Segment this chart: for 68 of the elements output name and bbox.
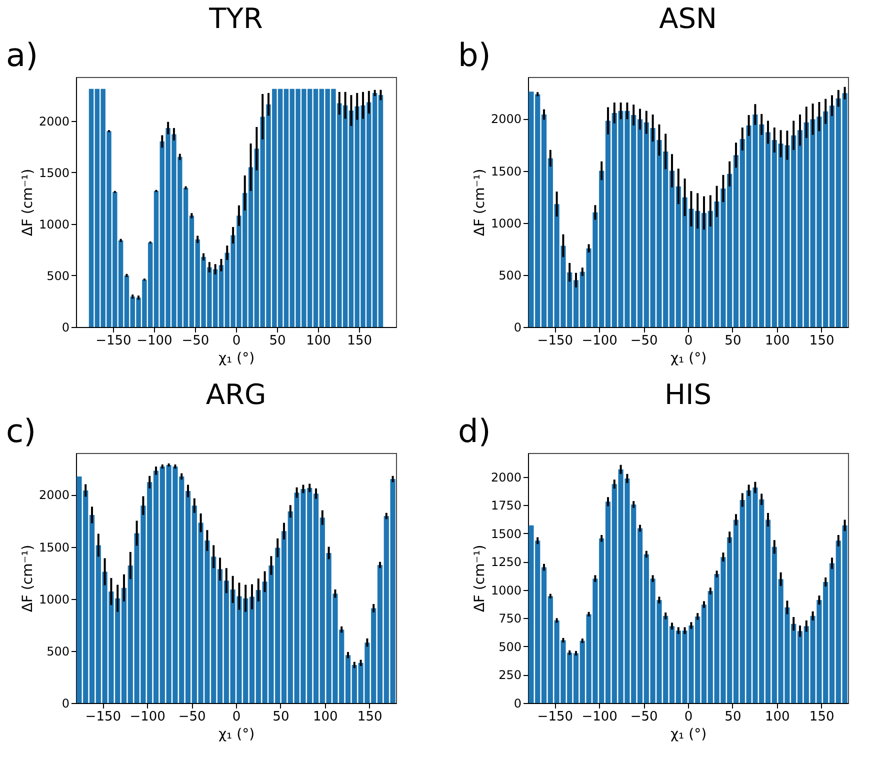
y-tick-label: 1500	[38, 540, 70, 554]
y-tick-label: 250	[498, 668, 522, 682]
y-tick-label: 1000	[38, 592, 70, 606]
x-tick-label: 150	[357, 710, 382, 724]
x-tick-label: −100	[582, 334, 618, 348]
text: a)	[6, 36, 38, 74]
y-tick-label: 1500	[490, 526, 522, 541]
x-tick-label: −50	[178, 710, 206, 724]
x-axis-title: χ₁ (°)	[670, 350, 707, 366]
chart-title: TYR	[208, 2, 263, 35]
y-tick-label: 500	[46, 268, 70, 283]
chart-title: ARG	[206, 378, 266, 411]
x-tick-label: −150	[537, 710, 574, 724]
y-tick-label: 500	[498, 640, 522, 654]
y-tick-label: 2000	[38, 114, 70, 128]
x-tick-label: 0	[232, 334, 241, 348]
x-tick-label: 0	[684, 334, 693, 348]
y-tick-label: 1000	[490, 216, 522, 230]
y-tick-label: 0	[514, 320, 522, 334]
y-axis-title: ΔF (cm⁻¹)	[20, 544, 36, 612]
y-tick-label: 2000	[490, 470, 522, 484]
y-axis-title: ΔF (cm⁻¹)	[472, 168, 488, 236]
x-tick-label: 0	[684, 710, 693, 724]
x-tick-label: 50	[724, 334, 742, 348]
y-tick-label: 1000	[38, 217, 70, 232]
y-tick-label: 500	[46, 644, 70, 658]
y-tick-label: 0	[62, 696, 70, 710]
y-tick-label: 0	[514, 696, 522, 710]
x-tick-label: 150	[347, 334, 372, 348]
y-tick-label: 1500	[490, 164, 522, 178]
y-tick-label: 750	[498, 612, 522, 626]
x-tick-label: 150	[809, 334, 834, 348]
x-tick-label: 100	[764, 334, 790, 348]
x-tick-label: 100	[312, 710, 338, 724]
x-tick-label: 0	[232, 710, 241, 724]
x-tick-label: −50	[630, 710, 658, 724]
y-tick-label: 500	[498, 268, 522, 282]
text: c)	[6, 412, 36, 450]
x-axis-title: χ₁ (°)	[218, 726, 255, 742]
y-tick-label: 0	[62, 320, 70, 334]
x-tick-label: −150	[537, 334, 574, 348]
x-tick-label: −100	[130, 710, 166, 724]
x-axis-title: χ₁ (°)	[670, 726, 707, 742]
x-tick-label: 150	[809, 710, 834, 724]
text: d)	[458, 412, 491, 450]
x-tick-label: −150	[85, 710, 122, 724]
x-tick-label: 50	[724, 710, 742, 724]
y-tick-label: 1750	[490, 498, 522, 513]
y-tick-label: 1000	[490, 583, 522, 598]
x-tick-label: 50	[269, 334, 286, 348]
y-tick-label: 2000	[38, 488, 70, 502]
x-tick-label: 50	[272, 710, 290, 724]
x-tick-label: −100	[136, 334, 172, 348]
x-tick-label: −50	[182, 334, 210, 348]
x-tick-label: −100	[582, 710, 618, 724]
chart-title: HIS	[664, 378, 712, 411]
y-tick-label: 1250	[490, 555, 522, 570]
y-axis-title: ΔF (cm⁻¹)	[472, 544, 488, 612]
x-tick-label: −50	[630, 334, 658, 348]
y-tick-label: 2000	[490, 112, 522, 126]
y-tick-label: 1500	[38, 166, 70, 180]
x-tick-label: 100	[306, 334, 331, 348]
x-tick-label: −150	[96, 334, 132, 348]
chart-title: ASN	[659, 2, 717, 35]
x-tick-label: 100	[764, 710, 790, 724]
x-axis-title: χ₁ (°)	[218, 350, 255, 366]
y-axis-title: ΔF (cm⁻¹)	[20, 168, 36, 236]
text: b)	[458, 36, 491, 74]
